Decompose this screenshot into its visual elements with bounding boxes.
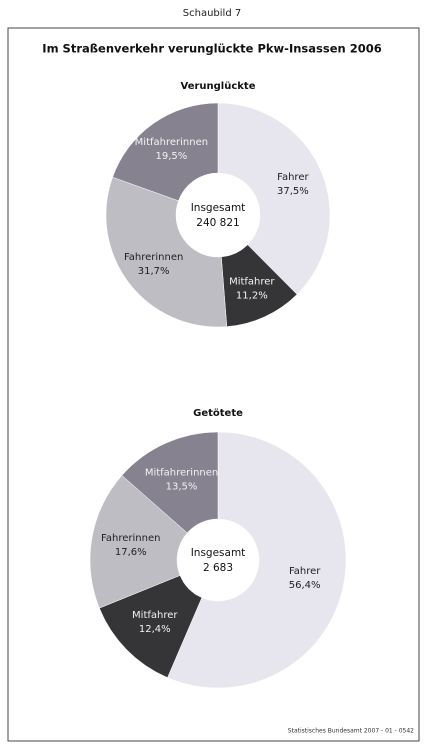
- slice-value: 12,4%: [139, 624, 171, 635]
- pie-slice: [167, 431, 347, 689]
- slice-value: 17,6%: [115, 547, 147, 558]
- slice-value: 37,5%: [277, 186, 309, 197]
- slice-value: 11,2%: [236, 291, 268, 302]
- slice-value: 56,4%: [289, 580, 321, 591]
- chart-title: Im Straßenverkehr verunglückte Pkw-Insas…: [42, 42, 381, 56]
- slice-label: Fahrerinnen: [101, 533, 160, 544]
- pie-slice: [105, 176, 228, 328]
- slice-label: Fahrer: [277, 172, 309, 183]
- slice-label: Mitfahrerinnen: [145, 467, 218, 478]
- chart-subtitle: Verunglückte: [181, 81, 256, 92]
- pie-slice: [99, 575, 203, 678]
- frame: [7, 27, 420, 742]
- pie-slice: [112, 102, 219, 202]
- center-label: Insgesamt: [191, 202, 246, 214]
- center-total: 2 683: [203, 562, 233, 574]
- center-label: Insgesamt: [191, 547, 246, 559]
- pie-slice: [121, 431, 219, 534]
- source: Statistisches Bundesamt 2007 - 01 - 0542: [288, 728, 414, 735]
- slice-value: 31,7%: [138, 266, 170, 277]
- chart-subtitle: Getötete: [193, 408, 243, 419]
- pie-slice: [217, 102, 331, 295]
- slice-value: 13,5%: [166, 481, 198, 492]
- caption: Schaubild 7: [183, 8, 241, 19]
- slice-label: Mitfahrer: [229, 277, 275, 288]
- slice-label: Mitfahrer: [132, 610, 178, 621]
- slice-value: 19,5%: [155, 151, 187, 162]
- center-total: 240 821: [196, 217, 239, 229]
- slice-label: Fahrer: [289, 566, 321, 577]
- slice-label: Fahrerinnen: [124, 252, 183, 263]
- pie-slice: [89, 475, 188, 609]
- slice-label: Mitfahrerinnen: [135, 137, 208, 148]
